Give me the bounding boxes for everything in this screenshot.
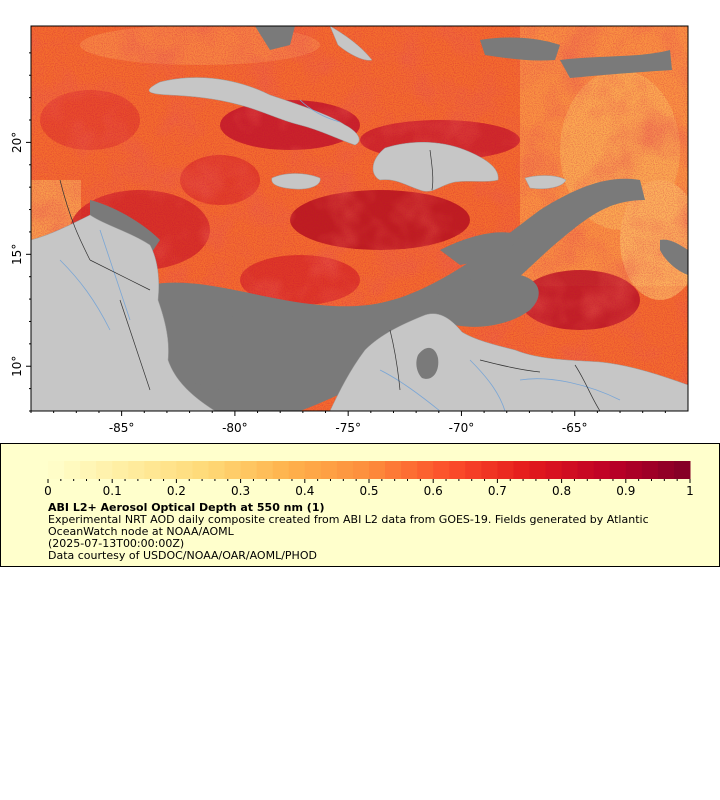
x-tick-label: -85° bbox=[109, 421, 135, 435]
central-america bbox=[31, 214, 216, 411]
colorbar-swatch bbox=[465, 461, 482, 479]
colorbar-tick-label: 0.2 bbox=[167, 484, 186, 498]
colorbar-swatches bbox=[48, 461, 691, 479]
lake-maracaibo bbox=[416, 347, 439, 379]
colorbar-swatch bbox=[481, 461, 498, 479]
colorbar-tick-label: 0 bbox=[44, 484, 52, 498]
legend-title: ABI L2+ Aerosol Optical Depth at 550 nm … bbox=[48, 501, 325, 514]
cuba bbox=[148, 77, 360, 146]
nodata-areas bbox=[90, 26, 688, 411]
colorbar-tick-label: 0.3 bbox=[231, 484, 250, 498]
colorbar-swatch bbox=[513, 461, 530, 479]
jamaica bbox=[271, 173, 321, 190]
colorbar-swatch bbox=[609, 461, 627, 479]
colorbar-swatch bbox=[336, 461, 354, 479]
colorbar-swatch bbox=[657, 461, 675, 479]
colorbar-swatch bbox=[144, 461, 161, 479]
colorbar-tick-label: 0.1 bbox=[103, 484, 122, 498]
map-frame bbox=[30, 25, 689, 412]
hispaniola bbox=[372, 142, 499, 192]
legend-box: 0 0.1 0.2 0.3 0.4 0.5 0.6 0.7 0.8 0.9 1 ABI L2+ Ae… bbox=[0, 443, 720, 567]
legend-description: Experimental NRT AOD daily composite cre… bbox=[48, 513, 653, 538]
land-areas bbox=[31, 26, 688, 411]
colorbar-tick-label: 0.4 bbox=[295, 484, 314, 498]
colorbar-swatch bbox=[304, 461, 322, 479]
colorbar-tick-label: 1 bbox=[686, 484, 694, 498]
colorbar-swatch bbox=[625, 461, 643, 479]
x-tick-label: -75° bbox=[335, 421, 361, 435]
colorbar-swatch bbox=[369, 461, 386, 479]
colorbar-swatch bbox=[112, 461, 129, 479]
colorbar-tick-label: 0.5 bbox=[359, 484, 378, 498]
bahamas bbox=[329, 26, 373, 61]
colorbar-swatch bbox=[529, 461, 547, 479]
colorbar-swatch bbox=[352, 461, 370, 479]
colorbar-swatch bbox=[417, 461, 434, 479]
colorbar-swatch bbox=[673, 461, 691, 479]
colorbar-swatch bbox=[208, 461, 226, 479]
x-tick-label: -80° bbox=[222, 421, 248, 435]
legend-date: (2025-07-13T00:00:00Z) bbox=[48, 537, 185, 550]
south-america bbox=[329, 313, 688, 411]
x-tick-label: -70° bbox=[449, 421, 475, 435]
puerto-rico bbox=[524, 175, 567, 189]
colorbar-tick-label: 0.9 bbox=[616, 484, 635, 498]
colorbar-swatch bbox=[449, 461, 466, 479]
y-tick-label: 20° bbox=[10, 132, 24, 153]
colorbar-swatch bbox=[64, 461, 81, 479]
colorbar-swatch bbox=[593, 461, 611, 479]
colorbar: 0 0.1 0.2 0.3 0.4 0.5 0.6 0.7 0.8 0.9 1 bbox=[44, 461, 694, 498]
colorbar-swatch bbox=[160, 461, 177, 479]
x-tick-label: -65° bbox=[562, 421, 588, 435]
colorbar-swatch bbox=[128, 461, 145, 479]
colorbar-swatch bbox=[272, 461, 290, 479]
colorbar-swatch bbox=[561, 461, 579, 479]
colorbar-tick-label: 0.8 bbox=[552, 484, 571, 498]
colorbar-swatch bbox=[96, 461, 113, 479]
colorbar-ticks: 0 0.1 0.2 0.3 0.4 0.5 0.6 0.7 0.8 0.9 1 bbox=[44, 479, 694, 498]
colorbar-swatch bbox=[192, 461, 209, 479]
colorbar-swatch bbox=[240, 461, 258, 479]
colorbar-swatch bbox=[80, 461, 97, 479]
colorbar-swatch bbox=[401, 461, 418, 479]
colorbar-swatch bbox=[433, 461, 450, 479]
rivers bbox=[59, 99, 621, 411]
colorbar-swatch bbox=[385, 461, 402, 479]
colorbar-swatch bbox=[224, 461, 242, 479]
colorbar-tick-label: 0.6 bbox=[424, 484, 443, 498]
colorbar-swatch bbox=[320, 461, 338, 479]
country-borders bbox=[59, 149, 601, 411]
y-tick-label: 10° bbox=[10, 356, 24, 377]
aod-map: -85° -80° -75° -70° -65° 20° 15° 10° bbox=[10, 25, 689, 435]
colorbar-tick-label: 0.7 bbox=[488, 484, 507, 498]
map-axes: -85° -80° -75° -70° -65° 20° 15° 10° bbox=[10, 52, 666, 435]
colorbar-swatch bbox=[256, 461, 274, 479]
colorbar-swatch bbox=[545, 461, 563, 479]
map-plot bbox=[31, 26, 688, 411]
colorbar-swatch bbox=[577, 461, 595, 479]
colorbar-swatch bbox=[641, 461, 659, 479]
legend-credit: Data courtesy of USDOC/NOAA/OAR/AOML/PHO… bbox=[48, 549, 317, 562]
colorbar-swatch bbox=[288, 461, 306, 479]
y-tick-label: 15° bbox=[10, 244, 24, 265]
colorbar-swatch bbox=[497, 461, 514, 479]
colorbar-swatch bbox=[48, 461, 65, 479]
colorbar-swatch bbox=[176, 461, 193, 479]
